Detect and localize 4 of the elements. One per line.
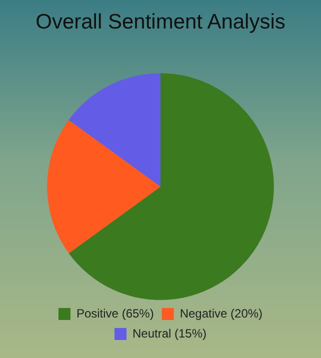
legend-label: Neutral (15%) (132, 326, 207, 340)
chart-title: Overall Sentiment Analysis (36, 10, 286, 34)
legend-label: Negative (20%) (180, 306, 263, 320)
legend-label: Positive (65%) (76, 306, 154, 320)
